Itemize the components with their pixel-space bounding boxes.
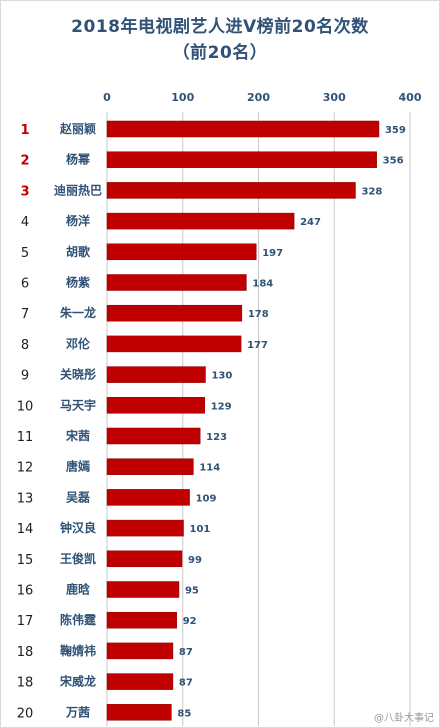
category-label: 杨紫 — [66, 275, 90, 290]
bar — [106, 489, 190, 506]
rank-label: 18 — [17, 676, 34, 691]
rank-label: 6 — [21, 277, 29, 292]
rank-label: 16 — [17, 584, 34, 599]
bar — [106, 120, 380, 138]
category-label: 吴磊 — [66, 490, 90, 504]
category-label: 鹿晗 — [66, 582, 90, 597]
rank-label: 4 — [21, 215, 29, 230]
rank-label: 3 — [20, 184, 29, 199]
rank-label: 15 — [17, 553, 34, 568]
bar — [106, 673, 174, 690]
rank-label: 12 — [17, 461, 34, 476]
x-tick-label: 400 — [399, 91, 422, 104]
bar — [106, 581, 180, 598]
rank-label: 17 — [17, 614, 34, 629]
rank-label: 18 — [17, 645, 34, 660]
category-label: 邓伦 — [66, 336, 91, 351]
bar — [106, 519, 184, 537]
watermark: @八卦大事记 — [374, 713, 434, 724]
bar — [106, 397, 205, 414]
category-label: 王俊凯 — [60, 551, 96, 566]
category-label: 陈伟霆 — [60, 612, 97, 627]
data-label: 359 — [385, 125, 406, 136]
data-label: 178 — [248, 309, 269, 320]
rank-label: 1 — [20, 123, 29, 138]
data-label: 95 — [185, 586, 199, 597]
bar — [106, 611, 177, 629]
category-label: 胡歌 — [66, 244, 91, 259]
category-label: 唐嫣 — [66, 459, 90, 474]
bar — [106, 182, 356, 199]
category-label: 鞠婧祎 — [60, 643, 96, 658]
rank-label: 9 — [21, 369, 29, 384]
rank-label: 2 — [20, 154, 29, 169]
bar — [106, 212, 295, 230]
data-label: 87 — [179, 647, 193, 658]
x-tick-label: 0 — [103, 91, 111, 104]
chart-title: 2018年电视剧艺人进V榜前20名次数 — [71, 17, 369, 37]
rank-label: 10 — [17, 399, 34, 414]
data-label: 197 — [262, 248, 283, 259]
rank-label: 7 — [21, 307, 29, 322]
bar — [106, 642, 174, 660]
category-label: 宋茜 — [66, 428, 90, 443]
category-label: 马天宇 — [60, 397, 96, 412]
bar — [106, 151, 377, 168]
data-label: 356 — [383, 156, 404, 167]
rank-label: 14 — [17, 522, 34, 537]
data-label: 247 — [300, 217, 321, 228]
data-label: 177 — [247, 340, 268, 351]
data-label: 328 — [361, 186, 382, 197]
category-label: 朱一龙 — [60, 305, 96, 320]
data-label: 99 — [188, 555, 202, 566]
data-label: 114 — [199, 463, 220, 474]
category-label: 杨幂 — [66, 152, 91, 167]
bar — [106, 704, 172, 721]
data-label: 92 — [183, 616, 197, 627]
x-tick-label: 200 — [247, 91, 270, 104]
rank-label: 20 — [17, 706, 34, 721]
category-label: 万茜 — [65, 704, 90, 719]
bar — [106, 243, 257, 261]
category-label: 迪丽热巴 — [54, 182, 102, 197]
data-label: 130 — [211, 371, 232, 382]
data-label: 129 — [211, 401, 232, 412]
category-label: 赵丽颖 — [59, 121, 96, 136]
category-label: 关晓彤 — [60, 367, 96, 382]
bar — [106, 427, 201, 445]
chart-subtitle: （前20名） — [172, 43, 268, 63]
rank-label: 13 — [17, 491, 34, 506]
category-label: 杨洋 — [66, 213, 90, 228]
category-label: 宋威龙 — [60, 674, 96, 689]
data-label: 184 — [252, 279, 273, 290]
bar — [106, 304, 243, 322]
bar — [106, 366, 206, 383]
data-label: 123 — [206, 432, 227, 443]
data-label: 101 — [190, 524, 211, 535]
data-label: 85 — [177, 708, 191, 719]
rank-label: 8 — [21, 338, 29, 353]
rank-label: 11 — [17, 430, 34, 445]
bar — [106, 550, 183, 568]
bar — [106, 458, 194, 475]
rank-label: 5 — [21, 246, 29, 261]
data-label: 87 — [179, 678, 193, 689]
data-label: 109 — [196, 493, 217, 504]
category-label: 钟汉良 — [60, 520, 96, 535]
x-tick-label: 300 — [323, 91, 346, 104]
bar — [106, 335, 242, 353]
bar — [106, 274, 247, 291]
x-tick-label: 100 — [171, 91, 194, 104]
